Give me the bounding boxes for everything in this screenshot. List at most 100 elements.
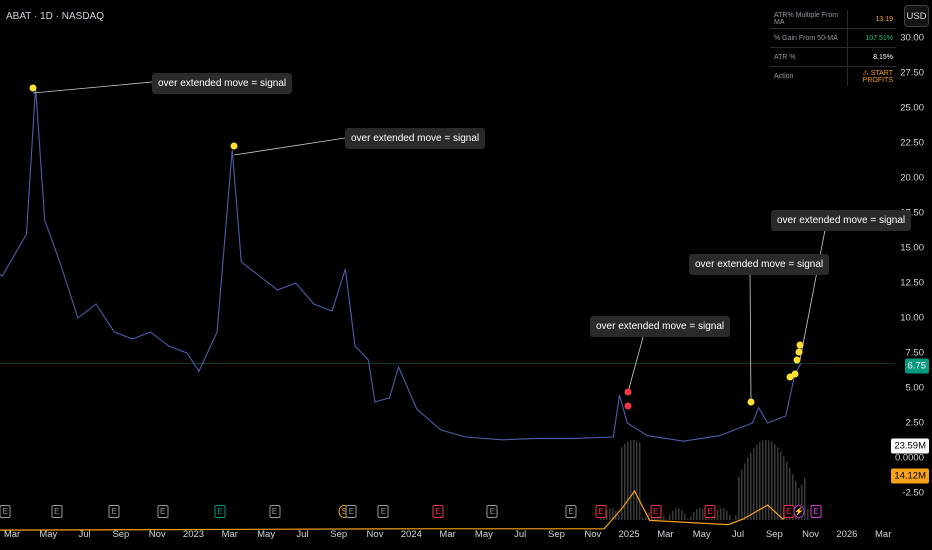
price-axis-label: 27.50 [900, 67, 924, 79]
price-axis-label: 7.50 [905, 347, 925, 359]
volume-bar [753, 448, 755, 520]
volume-bar [729, 514, 731, 520]
time-axis-label: Sep [330, 529, 348, 540]
event-marker-earnings-miss[interactable]: E [432, 505, 444, 518]
volume-bar [783, 456, 785, 520]
signal-dot [795, 348, 803, 356]
signal-dot [747, 398, 755, 406]
annotation-label[interactable]: over extended move = signal [771, 210, 912, 231]
price-axis-label: 2.50 [905, 417, 925, 429]
volume-bar [759, 442, 761, 520]
volume-bar [600, 518, 602, 520]
table-row: ATR% Multiple From MA 13.19 [770, 10, 896, 29]
time-axis-label: 2025 [618, 529, 640, 540]
volume-bar [648, 512, 650, 520]
annotation-label[interactable]: over extended move = signal [590, 316, 731, 337]
volume-bar [636, 440, 638, 520]
signal-dot [793, 356, 801, 364]
event-marker-earnings-miss[interactable]: E [650, 505, 662, 518]
event-marker-dividend[interactable]: ⚡ [793, 505, 805, 518]
row-value: 8.15% [873, 53, 893, 61]
row-label: % Gain From 50-MA [770, 29, 848, 47]
volume-bar [720, 508, 722, 520]
volume-bar [609, 508, 611, 520]
row-label: Action [770, 67, 848, 86]
currency-button[interactable]: USD [904, 5, 929, 27]
time-axis-label: May [474, 529, 493, 540]
volume-bar [678, 508, 680, 520]
symbol-title: ABAT · 1D · NASDAQ [6, 11, 104, 22]
time-axis-label: Mar [439, 529, 456, 540]
annotation-label[interactable]: over extended move = signal [345, 128, 486, 149]
event-marker-earnings[interactable]: E [51, 505, 63, 518]
volume-tag: 23.59M [891, 438, 929, 454]
volume-bar [612, 508, 614, 520]
volume-bar [696, 509, 698, 520]
volume-bar [624, 443, 626, 520]
annotation-label[interactable]: over extended move = signal [152, 73, 293, 94]
price-axis-label: 5.00 [905, 382, 925, 394]
volume-bar [684, 513, 686, 520]
signal-dot [29, 84, 37, 92]
row-value: 13.19 [875, 15, 893, 23]
volume-bar [639, 442, 641, 520]
volume-bar [741, 469, 743, 520]
price-axis-label: 12.50 [900, 277, 924, 289]
price-axis-label: -2.50 [902, 487, 924, 499]
event-marker-earnings[interactable]: E [108, 505, 120, 518]
volume-bar [627, 441, 629, 520]
volume-bar [675, 508, 677, 520]
time-axis-label: Sep [765, 529, 783, 540]
volume-bar [618, 514, 620, 520]
event-marker-earnings[interactable]: E [0, 505, 11, 518]
volume-bar [792, 474, 794, 520]
annotation-connector [749, 271, 752, 403]
volume-bar [687, 518, 689, 520]
price-axis-label: 30.00 [900, 32, 924, 44]
volume-bar [621, 446, 623, 520]
event-marker-earnings-miss[interactable]: E [704, 505, 716, 518]
annotation-connector [32, 81, 153, 94]
price-axis-label: 20.00 [900, 172, 924, 184]
time-axis-label: Mar [657, 529, 674, 540]
event-marker-earnings[interactable]: E [345, 505, 357, 518]
table-row: Action ⚠ START PROFITS [770, 67, 896, 86]
event-marker-earnings[interactable]: E [486, 505, 498, 518]
volume-bar [723, 508, 725, 520]
volume-bar [756, 444, 758, 520]
price-axis-label: 0.0000 [894, 452, 924, 464]
atr-table: ATR% Multiple From MA 13.19 % Gain From 50… [770, 10, 896, 86]
volume-bar [738, 476, 740, 520]
signal-dot [624, 402, 632, 410]
event-marker-earnings-miss[interactable]: E [595, 505, 607, 518]
volume-bar [630, 440, 632, 520]
annotation-connector [233, 137, 346, 156]
signal-dot [624, 388, 632, 396]
volume-bar [774, 443, 776, 520]
volume-bar [699, 508, 701, 520]
row-label: ATR % [770, 48, 848, 66]
event-marker-earnings-beat[interactable]: E [214, 505, 226, 518]
volume-bar [780, 451, 782, 520]
volume-bar [693, 511, 695, 520]
event-marker-earnings[interactable]: E [157, 505, 169, 518]
event-marker-upcoming[interactable]: E [810, 505, 822, 518]
time-axis-label: Jul [78, 529, 91, 540]
volume-bar [708, 516, 710, 520]
time-axis-label: Jul [296, 529, 309, 540]
signal-dot [791, 370, 799, 378]
annotation-label[interactable]: over extended move = signal [689, 254, 830, 275]
volume-bar [717, 509, 719, 520]
event-marker-earnings[interactable]: E [565, 505, 577, 518]
time-axis-label: May [257, 529, 276, 540]
indicator-series [0, 489, 802, 531]
price-axis-label: 10.00 [900, 312, 924, 324]
event-marker-earnings[interactable]: E [269, 505, 281, 518]
volume-bar [681, 510, 683, 520]
volume-bar [750, 452, 752, 520]
time-axis-label: Mar [3, 529, 21, 540]
price-axis-label: 25.00 [900, 102, 924, 114]
price-axis-label: 17.50 [900, 207, 924, 219]
event-marker-earnings[interactable]: E [377, 505, 389, 518]
